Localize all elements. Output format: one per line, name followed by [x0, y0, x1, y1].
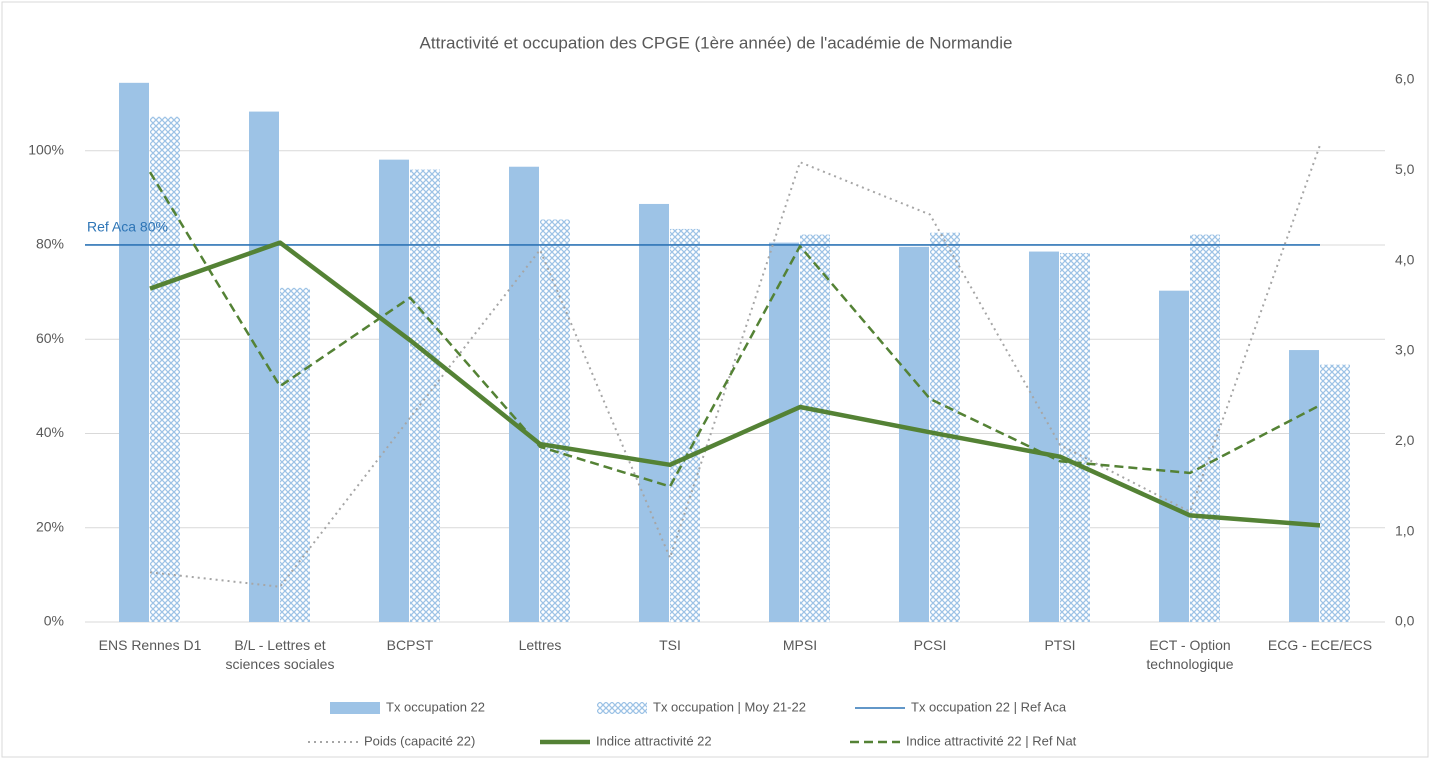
bar — [540, 219, 570, 622]
bar — [1190, 234, 1220, 622]
y-tick-label: 80% — [36, 236, 64, 252]
y2-tick-label: 6,0 — [1395, 71, 1415, 87]
bar — [1289, 350, 1319, 622]
bar — [280, 287, 310, 622]
y-tick-label: 60% — [36, 330, 64, 346]
bar — [800, 234, 830, 622]
legend-label: Indice attractivité 22 — [596, 733, 712, 748]
bar — [670, 228, 700, 622]
bar — [509, 166, 539, 622]
x-tick-label: ENS Rennes D1 — [98, 637, 202, 653]
y-tick-label: 100% — [28, 141, 64, 157]
legend-swatch — [330, 702, 380, 714]
x-tick-label: ECT - Option technologique — [1146, 637, 1234, 672]
bar — [930, 232, 960, 622]
bar — [1029, 251, 1059, 622]
legend-label: Tx occupation | Moy 21-22 — [653, 699, 806, 714]
x-tick-label: TSI — [659, 637, 681, 653]
legend-swatch — [597, 702, 647, 714]
bar — [410, 169, 440, 622]
x-tick-label: PTSI — [1044, 637, 1076, 653]
bar — [899, 246, 929, 622]
bar — [1159, 290, 1189, 622]
legend-label: Tx occupation 22 | Ref Aca — [911, 699, 1067, 714]
legend-label: Poids (capacité 22) — [364, 733, 475, 748]
y-tick-label: 0% — [44, 613, 64, 629]
line-series — [149, 240, 1321, 528]
bar — [119, 82, 149, 623]
y2-tick-label: 0,0 — [1395, 613, 1415, 629]
bar — [1060, 252, 1090, 622]
bar — [1320, 364, 1350, 622]
y-tick-label: 20% — [36, 518, 64, 534]
x-tick-label: PCSI — [913, 637, 947, 653]
y2-tick-label: 5,0 — [1395, 161, 1415, 177]
annotation: Ref Aca 80% — [87, 219, 168, 235]
y2-tick-label: 1,0 — [1395, 522, 1415, 538]
bar — [769, 242, 799, 622]
y-tick-label: 40% — [36, 424, 64, 440]
legend-label: Indice attractivité 22 | Ref Nat — [906, 733, 1077, 748]
chart-title: Attractivité et occupation des CPGE (1èr… — [420, 33, 1013, 52]
x-tick-label: ECG - ECE/ECS — [1267, 637, 1373, 653]
y2-tick-label: 4,0 — [1395, 251, 1415, 267]
x-tick-label: BCPST — [386, 637, 434, 653]
x-tick-label: B/L - Lettres et sciences sociales — [225, 637, 335, 672]
bar — [639, 203, 669, 622]
y2-tick-label: 3,0 — [1395, 342, 1415, 358]
x-tick-label: Lettres — [518, 637, 562, 653]
x-tick-label: MPSI — [782, 637, 818, 653]
bar — [379, 159, 409, 622]
bar — [150, 116, 180, 622]
bar — [249, 111, 279, 622]
line-series — [148, 171, 1321, 488]
y2-tick-label: 2,0 — [1395, 432, 1415, 448]
line-series — [149, 144, 1321, 588]
legend-label: Tx occupation 22 — [386, 699, 485, 714]
